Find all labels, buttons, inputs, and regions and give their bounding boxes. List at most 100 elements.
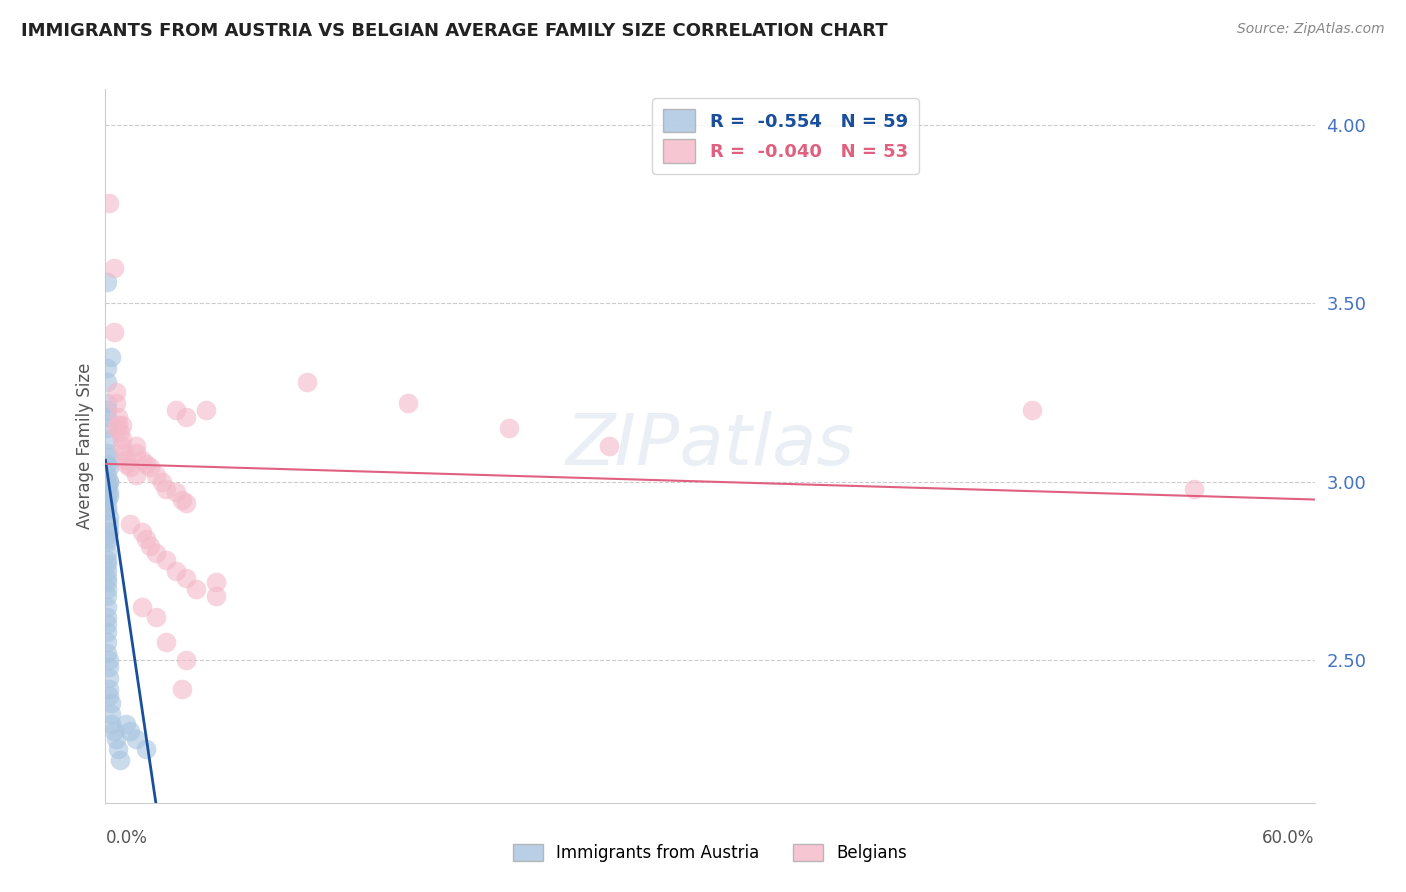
Point [98, 517, 121, 532]
Text: 0.0%: 0.0% [105, 829, 148, 847]
Point [100, 696, 122, 710]
Point [96, 589, 118, 603]
Point [118, 460, 141, 475]
Point [96, 403, 118, 417]
Point [98, 524, 121, 539]
Point [165, 403, 187, 417]
Point [104, 421, 127, 435]
Point [125, 467, 148, 482]
Point [174, 571, 197, 585]
Point [295, 375, 318, 389]
Y-axis label: Average Family Size: Average Family Size [76, 363, 94, 529]
Point [96, 557, 118, 571]
Point [96, 500, 118, 514]
Text: IMMIGRANTS FROM AUSTRIA VS BELGIAN AVERAGE FAMILY SIZE CORRELATION CHART: IMMIGRANTS FROM AUSTRIA VS BELGIAN AVERA… [21, 22, 887, 40]
Point [155, 635, 177, 649]
Point [98, 460, 121, 475]
Point [96, 617, 118, 632]
Point [174, 653, 197, 667]
Point [125, 439, 148, 453]
Point [108, 753, 131, 767]
Point [131, 453, 153, 467]
Point [96, 503, 118, 517]
Point [114, 453, 136, 467]
Point [174, 410, 197, 425]
Point [96, 571, 118, 585]
Point [165, 485, 187, 500]
Point [155, 553, 177, 567]
Point [104, 396, 127, 410]
Point [108, 425, 131, 439]
Point [96, 546, 118, 560]
Point [98, 450, 121, 464]
Point [96, 478, 118, 492]
Point [96, 492, 118, 507]
Point [98, 671, 121, 685]
Point [155, 482, 177, 496]
Point [112, 446, 135, 460]
Point [107, 742, 129, 756]
Point [107, 410, 129, 425]
Point [150, 475, 173, 489]
Point [96, 360, 118, 375]
Point [114, 717, 136, 731]
Point [110, 439, 132, 453]
Point [96, 574, 118, 589]
Point [114, 457, 136, 471]
Point [145, 467, 167, 482]
Text: 60.0%: 60.0% [1263, 829, 1315, 847]
Point [98, 653, 121, 667]
Point [98, 475, 121, 489]
Point [96, 482, 118, 496]
Point [135, 532, 157, 546]
Point [103, 724, 125, 739]
Text: Source: ZipAtlas.com: Source: ZipAtlas.com [1237, 22, 1385, 37]
Point [110, 417, 132, 432]
Point [100, 717, 122, 731]
Point [96, 599, 118, 614]
Point [145, 546, 167, 560]
Point [96, 421, 118, 435]
Point [96, 610, 118, 624]
Point [100, 706, 122, 721]
Point [139, 539, 162, 553]
Point [145, 610, 167, 624]
Point [174, 496, 197, 510]
Point [396, 396, 419, 410]
Point [139, 460, 162, 475]
Point [96, 635, 118, 649]
Point [98, 689, 121, 703]
Point [195, 403, 218, 417]
Point [118, 517, 141, 532]
Point [1182, 482, 1205, 496]
Point [98, 475, 121, 489]
Point [125, 731, 148, 746]
Point [96, 275, 118, 289]
Point [135, 457, 157, 471]
Point [96, 446, 118, 460]
Point [110, 432, 132, 446]
Point [107, 417, 129, 432]
Point [104, 385, 127, 400]
Point [103, 325, 125, 339]
Point [98, 660, 121, 674]
Text: ZIPatlas: ZIPatlas [565, 411, 855, 481]
Point [98, 432, 121, 446]
Point [165, 564, 187, 578]
Point [98, 681, 121, 696]
Point [96, 467, 118, 482]
Point [96, 396, 118, 410]
Point [98, 489, 121, 503]
Point [598, 439, 620, 453]
Point [170, 492, 193, 507]
Point [205, 574, 228, 589]
Point [98, 510, 121, 524]
Point [205, 589, 228, 603]
Point [135, 742, 157, 756]
Point [100, 350, 122, 364]
Point [96, 582, 118, 596]
Point [131, 524, 153, 539]
Point [98, 196, 121, 211]
Point [96, 532, 118, 546]
Point [118, 724, 141, 739]
